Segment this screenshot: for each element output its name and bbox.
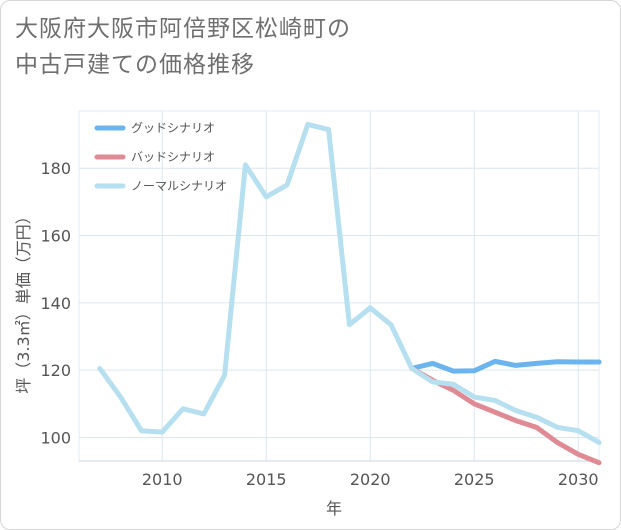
series-line-good	[409, 358, 602, 374]
x-tick-label: 2020	[350, 470, 391, 489]
chart-title: 大阪府大阪市阿倍野区松崎町の 中古戸建ての価格推移	[15, 11, 351, 83]
x-tick-label: 2030	[558, 470, 599, 489]
y-tick-label: 100	[40, 428, 71, 447]
chart-title-line1: 大阪府大阪市阿倍野区松崎町の	[15, 16, 351, 42]
series-line-normal	[97, 121, 602, 445]
x-tick-label: 2015	[246, 470, 287, 489]
x-axis-label: 年	[326, 499, 342, 518]
legend-label: グッドシナリオ	[131, 121, 215, 135]
y-tick-label: 120	[40, 361, 71, 380]
x-tick-label: 2010	[142, 470, 183, 489]
grid	[78, 110, 600, 462]
series-lines	[97, 121, 602, 466]
y-tick-label: 160	[40, 227, 71, 246]
x-tick-label: 2025	[454, 470, 495, 489]
axis-ticks: 100 120 140 160 180 2010 2015 2020 2025 2030	[40, 159, 598, 489]
legend-label: ノーマルシナリオ	[131, 179, 227, 193]
y-axis-label: 坪（3.3㎡）単価（万円）	[14, 208, 33, 393]
y-tick-label: 140	[40, 294, 71, 313]
chart-title-line2: 中古戸建ての価格推移	[15, 52, 255, 78]
legend-label: バッドシナリオ	[131, 150, 215, 164]
y-tick-label: 180	[40, 159, 71, 178]
